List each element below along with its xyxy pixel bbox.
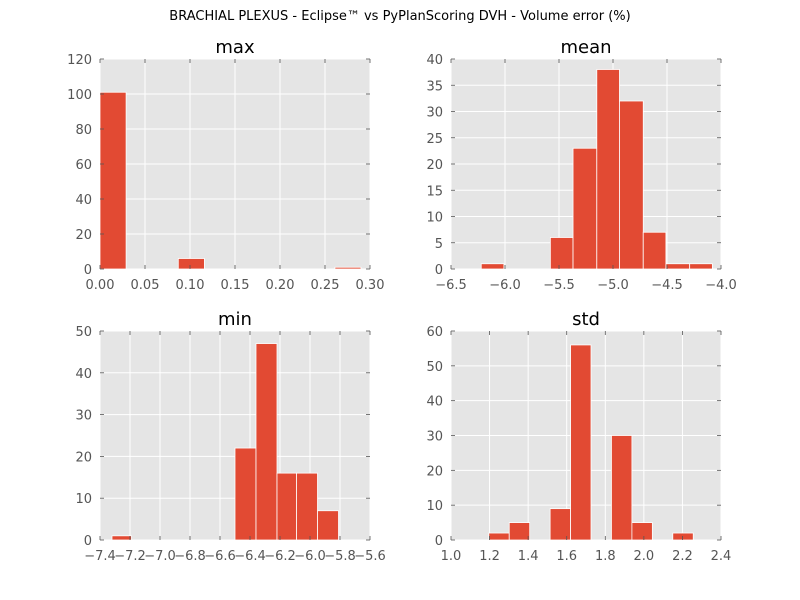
subplot-mean: −6.5 −6.0 −5.5 −5.0 −4.5 −4.0 0 5 10 15 20 25 30 35 40… [426, 37, 736, 293]
y-tick-label: 50 [426, 360, 443, 375]
histogram-bar [276, 472, 297, 541]
x-tick-label: 0.05 [131, 278, 160, 293]
x-tick-label: 0.00 [86, 278, 115, 293]
x-tick-label: 0.20 [266, 278, 295, 293]
y-tick-label: 80 [75, 123, 92, 138]
subplot-title: min [218, 309, 252, 330]
histogram-bar [672, 532, 694, 541]
x-tick-label: 1.8 [595, 549, 616, 564]
histogram-bar [631, 522, 653, 541]
y-tick-label: 0 [435, 263, 443, 278]
y-tick-label: 5 [435, 237, 443, 252]
y-tick-label: 10 [426, 211, 443, 226]
y-tick-label: 40 [75, 367, 92, 382]
x-tick-label: −6.6 [204, 549, 236, 564]
x-tick-label: −6.8 [174, 549, 206, 564]
x-tick-label: −6.0 [489, 278, 521, 293]
histogram-bar [488, 532, 510, 541]
figure-title: BRACHIAL PLEXUS - Eclipse™ vs PyPlanScor… [169, 9, 631, 24]
x-tick-label: 2.2 [672, 549, 693, 564]
y-tick-label: 0 [84, 534, 92, 549]
x-tick-label: −6.2 [264, 549, 296, 564]
x-tick-label: −6.5 [435, 278, 467, 293]
histogram-bar [99, 91, 127, 270]
x-tick-label: 0.15 [221, 278, 250, 293]
histogram-bar [480, 263, 505, 270]
y-tick-label: 0 [84, 263, 92, 278]
histogram-bar [508, 522, 531, 541]
y-tick-label: 40 [426, 395, 443, 410]
x-tick-label: −5.8 [324, 549, 356, 564]
subplot-std: 1.0 1.2 1.4 1.6 1.8 2.0 2.2 2.4 0 10 20 30 40 50 60 std [426, 309, 731, 564]
x-tick-label: −7.0 [144, 549, 176, 564]
y-tick-label: 30 [75, 409, 92, 424]
histogram-bar [549, 508, 571, 541]
histogram-bar [596, 69, 620, 270]
x-tick-label: 2.0 [634, 549, 655, 564]
x-tick-label: 0.25 [311, 278, 340, 293]
x-tick-label: 0.30 [356, 278, 385, 293]
y-tick-label: 60 [75, 158, 92, 173]
x-tick-label: 1.0 [441, 549, 462, 564]
x-tick-label: −7.2 [114, 549, 146, 564]
y-tick-label: 15 [426, 184, 443, 199]
y-tick-label: 0 [435, 534, 443, 549]
y-tick-label: 25 [426, 132, 443, 147]
histogram-bar [296, 472, 318, 541]
x-tick-label: 1.4 [518, 549, 539, 564]
histogram-bar [317, 510, 339, 541]
y-tick-label: 10 [75, 492, 92, 507]
x-tick-label: −4.0 [705, 278, 737, 293]
y-tick-label: 30 [426, 430, 443, 445]
histogram-bar [549, 237, 574, 270]
x-tick-label: −4.5 [651, 278, 683, 293]
y-tick-label: 40 [426, 53, 443, 68]
y-tick-label: 20 [75, 228, 92, 243]
histogram-bar [177, 258, 205, 270]
histogram-bar [234, 447, 257, 541]
histogram-bar [334, 266, 362, 270]
histogram-bar [619, 100, 644, 270]
subplot-min: −7.4−7.2−7.0−6.8−6.6−6.4−6.2−6.0−5.8−5.6… [75, 309, 385, 564]
x-tick-label: 2.4 [711, 549, 732, 564]
subplot-title: std [572, 309, 600, 330]
histogram-bar [689, 263, 713, 270]
x-tick-label: 1.6 [556, 549, 577, 564]
x-tick-label: 0.10 [176, 278, 205, 293]
y-tick-label: 60 [426, 325, 443, 340]
histogram-bar [572, 147, 598, 270]
y-tick-label: 30 [426, 106, 443, 121]
histogram-bar [570, 344, 592, 541]
y-tick-label: 20 [75, 450, 92, 465]
y-tick-label: 20 [426, 464, 443, 479]
subplot-title: mean [560, 37, 611, 58]
x-tick-label: −5.0 [597, 278, 629, 293]
histogram-bar [665, 263, 691, 270]
x-tick-label: −6.4 [234, 549, 266, 564]
histogram-bar [642, 231, 667, 270]
x-tick-label: −5.6 [354, 549, 386, 564]
y-tick-label: 20 [426, 158, 443, 173]
histogram-bar [611, 435, 633, 541]
histogram-bar [255, 343, 278, 541]
histogram-bar [111, 535, 132, 541]
x-tick-label: −7.4 [84, 549, 116, 564]
y-tick-label: 40 [75, 193, 92, 208]
x-tick-label: 1.2 [479, 549, 500, 564]
y-tick-label: 120 [67, 53, 92, 68]
y-tick-label: 35 [426, 79, 443, 94]
subplot-max: 0.00 0.05 0.10 0.15 0.20 0.25 0.30 0 20 40 60 80 100… [67, 37, 384, 293]
y-tick-label: 50 [75, 325, 92, 340]
x-tick-label: −5.5 [543, 278, 575, 293]
y-tick-label: 100 [67, 88, 92, 103]
y-tick-label: 10 [426, 499, 443, 514]
subplot-title: max [215, 37, 255, 58]
x-tick-label: −6.0 [294, 549, 326, 564]
